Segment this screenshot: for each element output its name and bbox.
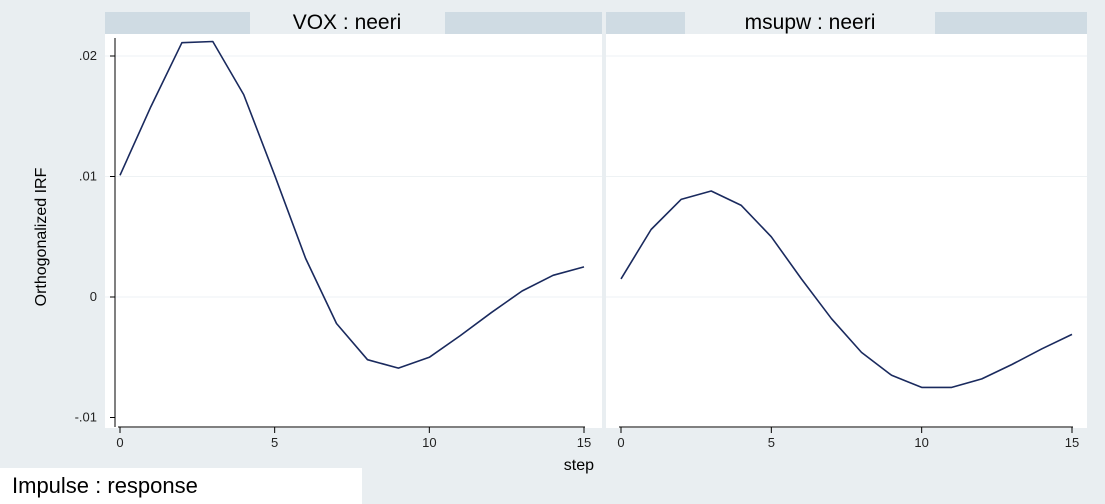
x-tick-label-panel-1-1: 5 [271, 435, 278, 450]
panel-1-plot-area [105, 34, 602, 428]
x-tick-label-panel-2-1: 5 [768, 435, 775, 450]
x-tick-label-panel-2-2: 10 [914, 435, 928, 450]
panel-2-strip-title-bg [685, 5, 935, 37]
y-tick-label-1: 0 [90, 289, 97, 304]
x-tick-label-panel-1-2: 10 [422, 435, 436, 450]
y-axis-title: Orthogonalized IRF [33, 167, 50, 306]
y-tick-label-2: .01 [79, 169, 97, 184]
panel-2-title: msupw : neeri [745, 11, 876, 34]
series-line-panel-1 [119, 40, 585, 369]
panel-2-plot-area [606, 34, 1087, 428]
chart-caption: Impulse : response [0, 468, 362, 504]
x-tick-label-panel-1-3: 15 [577, 435, 591, 450]
x-tick-label-panel-1-0: 0 [116, 435, 123, 450]
x-tick-label-panel-2-3: 15 [1065, 435, 1079, 450]
x-tick-label-panel-2-0: 0 [617, 435, 624, 450]
series-line-panel-2 [620, 190, 1073, 389]
x-axis-title: step [564, 457, 594, 474]
y-tick-label-3: .02 [79, 48, 97, 63]
chart-marks: 0 5 10 15 0 5 10 15 -.01 0 .01 .02 [75, 38, 1087, 450]
panel-1-strip-title-bg [250, 5, 445, 37]
panel-1-title: VOX : neeri [293, 11, 402, 34]
y-tick-label-0: -.01 [75, 410, 97, 425]
